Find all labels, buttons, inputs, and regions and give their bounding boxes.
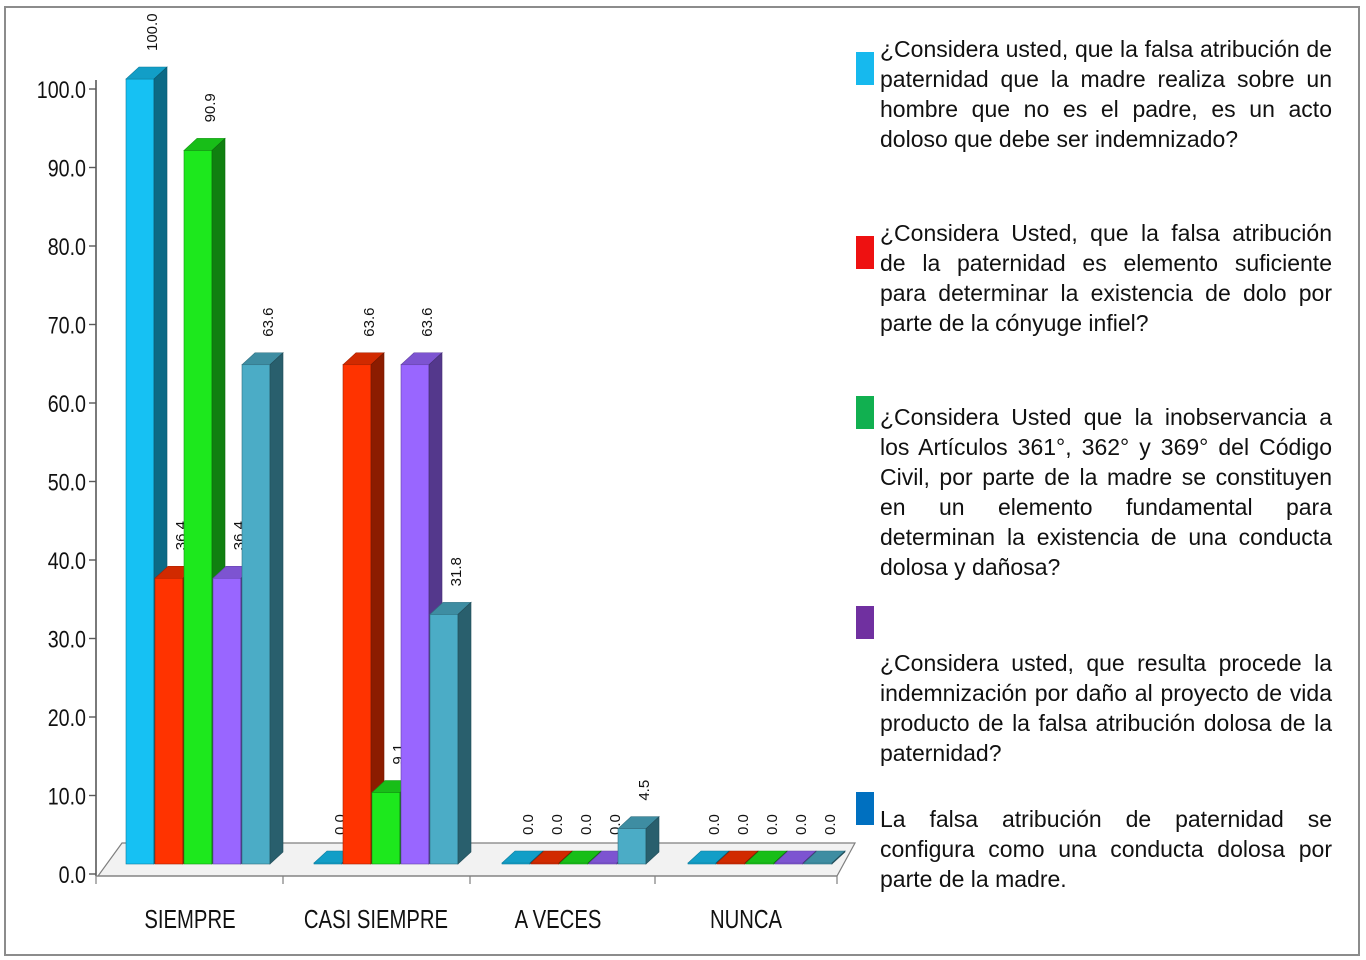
y-tick-label: 0.0 bbox=[59, 861, 86, 888]
x-category-label: SIEMPRE bbox=[144, 905, 235, 934]
bar-side bbox=[457, 601, 472, 865]
legend-label-2: ¿Considera Usted, que la falsa atribució… bbox=[880, 220, 1332, 336]
x-category-label: CASI SIEMPRE bbox=[304, 905, 448, 934]
y-tick-label: 100.0 bbox=[37, 76, 86, 103]
bar-value-label: 0.0 bbox=[549, 814, 566, 835]
legend-swatch-5 bbox=[856, 792, 874, 825]
bar-value-label: 4.5 bbox=[636, 780, 653, 801]
bar bbox=[212, 577, 242, 865]
bar-value-label: 0.0 bbox=[735, 814, 752, 835]
bar bbox=[429, 614, 459, 865]
bar-value-label: 31.8 bbox=[448, 557, 465, 586]
bar bbox=[371, 792, 401, 865]
legend-swatch-3 bbox=[856, 396, 874, 429]
bar-value-label: 0.0 bbox=[520, 814, 537, 835]
bar bbox=[617, 828, 647, 865]
bar-value-label: 0.0 bbox=[706, 814, 723, 835]
y-tick-label: 10.0 bbox=[48, 783, 86, 810]
bar-side bbox=[269, 352, 284, 865]
y-tick-label: 40.0 bbox=[48, 547, 86, 574]
y-tick-label: 80.0 bbox=[48, 233, 86, 260]
x-category-label: A VECES bbox=[515, 905, 602, 934]
bar-value-label: 63.6 bbox=[361, 308, 378, 337]
bar-side bbox=[831, 850, 846, 865]
bar-value-label: 63.6 bbox=[260, 308, 277, 337]
bar-value-label: 100.0 bbox=[144, 13, 161, 51]
legend-label-3: ¿Considera Usted que la inobservancia a … bbox=[880, 404, 1332, 580]
y-tick-label: 30.0 bbox=[48, 626, 86, 653]
y-tick-label: 60.0 bbox=[48, 390, 86, 417]
legend-label-5: La falsa atribución de paternidad se con… bbox=[880, 806, 1332, 892]
y-tick-label: 90.0 bbox=[48, 155, 86, 182]
x-category-label: NUNCA bbox=[710, 905, 782, 934]
bar bbox=[342, 364, 372, 865]
legend-label-1: ¿Considera usted, que la falsa atribució… bbox=[880, 36, 1332, 152]
legend-swatch-4 bbox=[856, 606, 874, 639]
y-tick-label: 70.0 bbox=[48, 312, 86, 339]
legend-label-4: ¿Considera usted, que resulta procede la… bbox=[880, 650, 1332, 766]
bar bbox=[241, 364, 271, 865]
bar bbox=[154, 577, 184, 865]
bar bbox=[183, 150, 213, 865]
bar-value-label: 0.0 bbox=[793, 814, 810, 835]
legend-swatch-1 bbox=[856, 52, 874, 85]
bar-value-label: 90.9 bbox=[202, 93, 219, 122]
bar bbox=[400, 364, 430, 865]
y-tick-label: 20.0 bbox=[48, 704, 86, 731]
bar-value-label: 63.6 bbox=[419, 308, 436, 337]
bar bbox=[125, 78, 155, 865]
y-tick-label: 50.0 bbox=[48, 469, 86, 496]
bar-value-label: 0.0 bbox=[764, 814, 781, 835]
legend-swatch-2 bbox=[856, 236, 874, 269]
bar-side bbox=[645, 815, 660, 865]
bar-value-label: 0.0 bbox=[578, 814, 595, 835]
bar-value-label: 0.0 bbox=[822, 814, 839, 835]
